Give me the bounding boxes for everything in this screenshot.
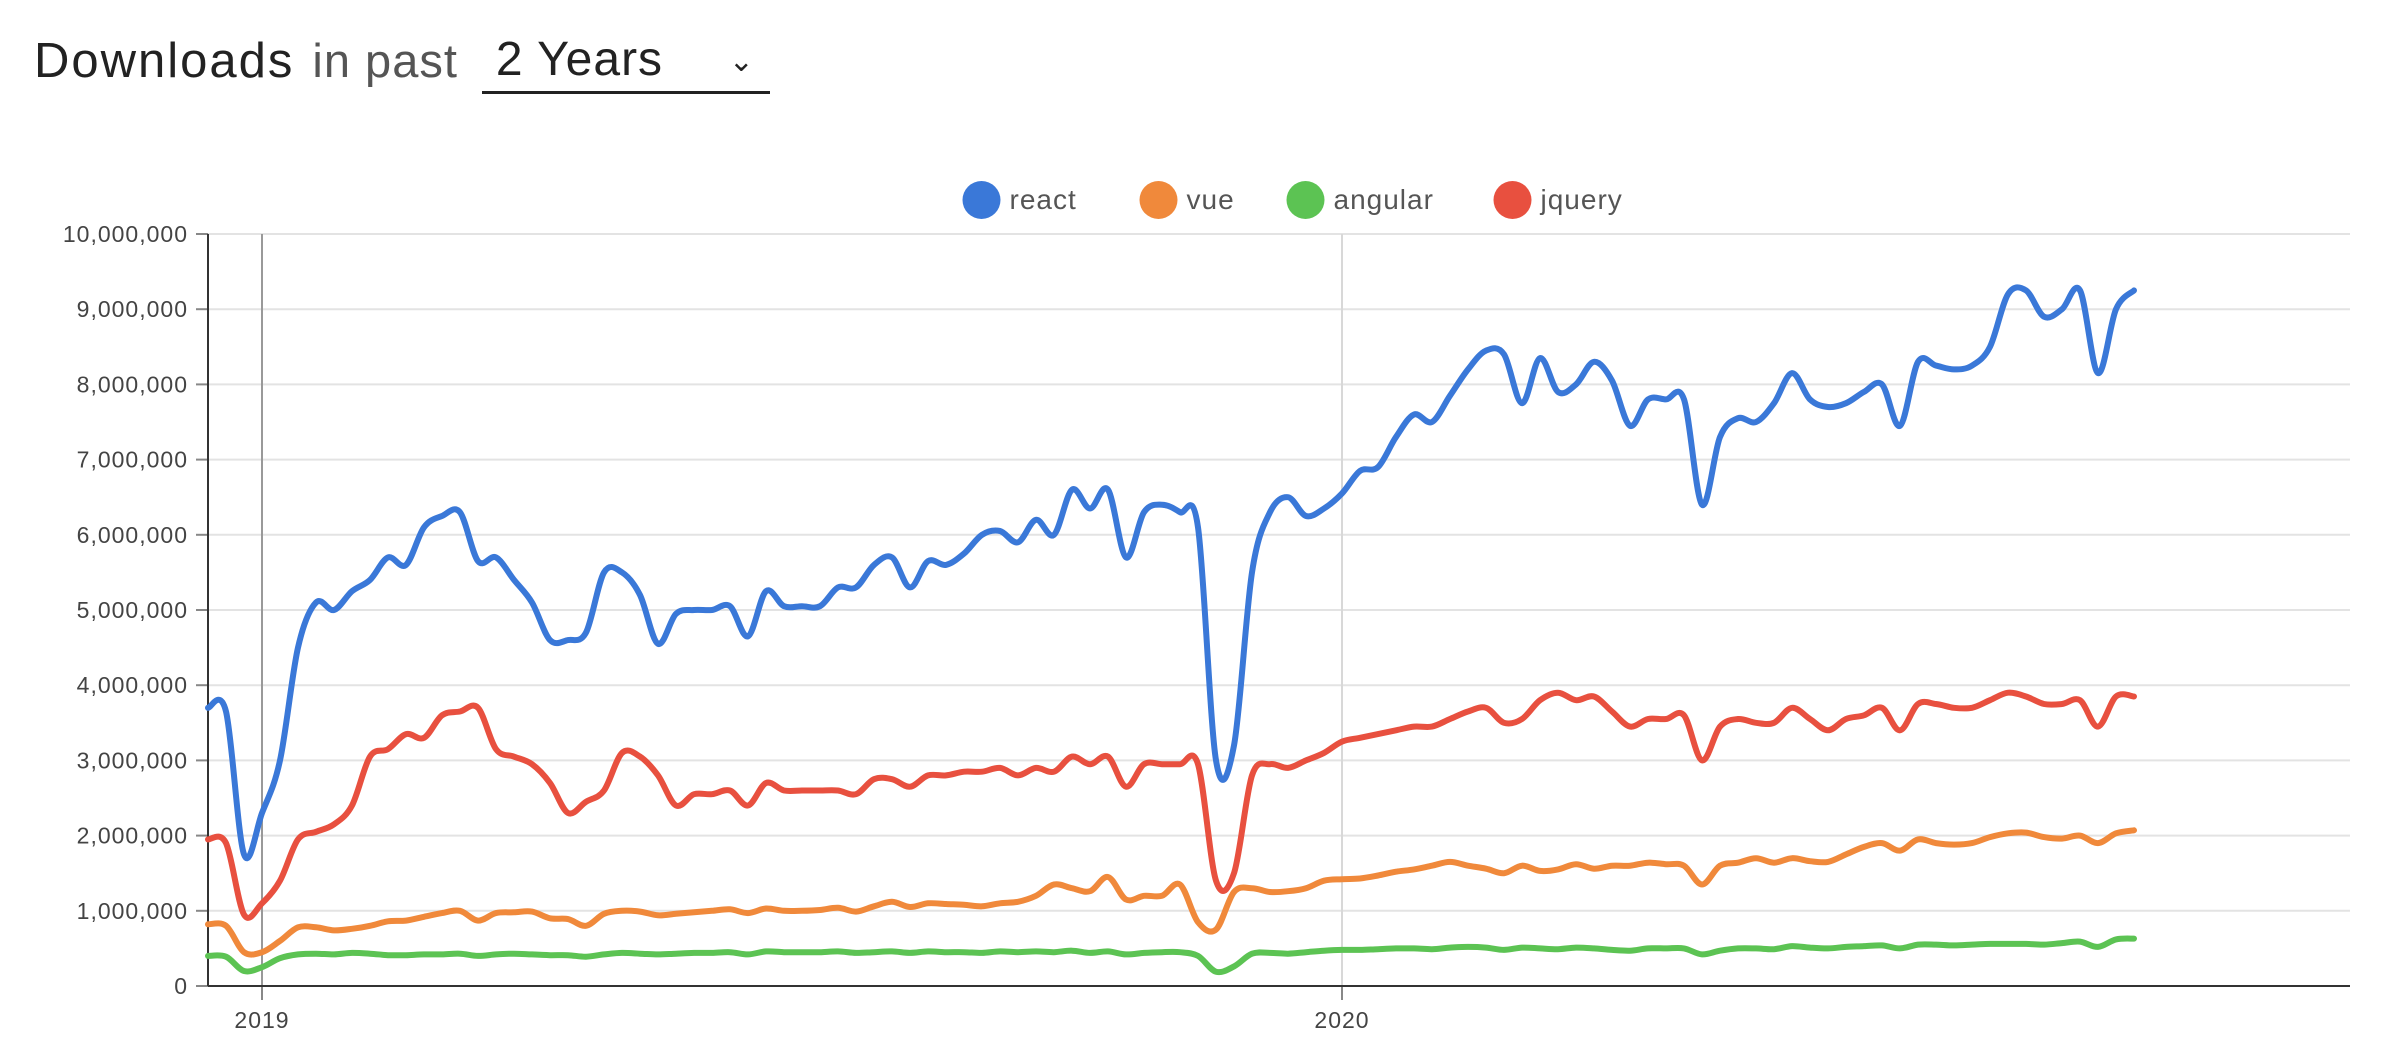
time-range-dropdown[interactable]: 2 Years ⌄ — [481, 28, 770, 94]
y-tick-label: 2,000,000 — [77, 823, 188, 849]
series-line-angular — [205, 935, 2137, 976]
y-tick-label: 6,000,000 — [77, 522, 188, 548]
y-tick-label: 7,000,000 — [77, 447, 188, 473]
series-line-react — [205, 284, 2137, 861]
series-lines — [205, 284, 2137, 976]
x-tick-label: 2020 — [1314, 1007, 1369, 1033]
header: Downloads in past 2 Years ⌄ — [34, 28, 770, 94]
legend-item-angular[interactable]: angular — [1286, 181, 1434, 219]
page-subtitle: in past — [312, 34, 458, 87]
legend-label: react — [1010, 184, 1077, 215]
y-tick-label: 10,000,000 — [63, 221, 188, 247]
legend[interactable]: react vue angular jquery — [962, 181, 1623, 219]
grid — [208, 233, 2350, 987]
y-tick-label: 9,000,000 — [77, 296, 188, 322]
legend-swatch — [962, 181, 1001, 219]
y-tick-label: 8,000,000 — [77, 371, 188, 397]
page-title: Downloads — [34, 34, 295, 88]
chevron-down-icon: ⌄ — [728, 45, 754, 78]
legend-swatch — [1493, 181, 1532, 219]
y-tick-label: 3,000,000 — [77, 747, 188, 773]
series-line-jquery — [205, 689, 2137, 921]
y-tick-label: 5,000,000 — [77, 597, 188, 623]
time-range-value: 2 Years — [495, 33, 664, 86]
legend-item-vue[interactable]: vue — [1139, 181, 1235, 219]
legend-swatch — [1286, 181, 1325, 219]
y-tick-label: 4,000,000 — [77, 672, 188, 698]
y-tick-label: 1,000,000 — [77, 898, 188, 924]
legend-label: angular — [1334, 184, 1434, 215]
x-tick-label: 2019 — [234, 1007, 289, 1033]
legend-label: jquery — [1540, 184, 1623, 215]
y-tick-label: 0 — [174, 973, 188, 999]
axes: 0 1,000,000 2,000,000 3,000,000 4,000,000 5,0… — [63, 221, 2350, 1033]
legend-label: vue — [1187, 184, 1235, 215]
legend-item-jquery[interactable]: jquery — [1493, 181, 1623, 219]
series-line-vue — [205, 827, 2137, 958]
legend-item-react[interactable]: react — [962, 181, 1077, 219]
legend-swatch — [1139, 181, 1178, 219]
